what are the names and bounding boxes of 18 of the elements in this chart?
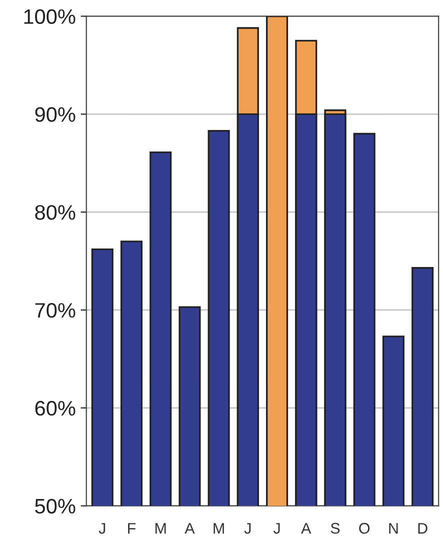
y-tick-label: 70%: [35, 302, 76, 318]
x-tick-label: A: [184, 523, 195, 534]
x-tick-label: O: [359, 522, 370, 534]
y-tick-label: 60%: [35, 400, 76, 416]
y-tick-label: 100%: [24, 9, 76, 24]
x-tick-label: M: [155, 523, 166, 534]
y-tick-label: 90%: [35, 107, 76, 122]
x-tick-label: J: [273, 523, 280, 534]
x-tick-label: N: [389, 523, 398, 534]
x-tick-label: S: [330, 522, 340, 534]
x-tick-label: J: [98, 523, 106, 534]
y-tick-label: 50%: [35, 498, 76, 514]
x-tick-label: D: [418, 523, 428, 534]
x-tick-label: J: [244, 523, 251, 534]
x-tick-label: F: [128, 523, 136, 534]
y-tick-label: 80%: [35, 205, 76, 220]
x-tick-label: M: [214, 523, 224, 534]
x-tick-label: A: [301, 523, 312, 534]
